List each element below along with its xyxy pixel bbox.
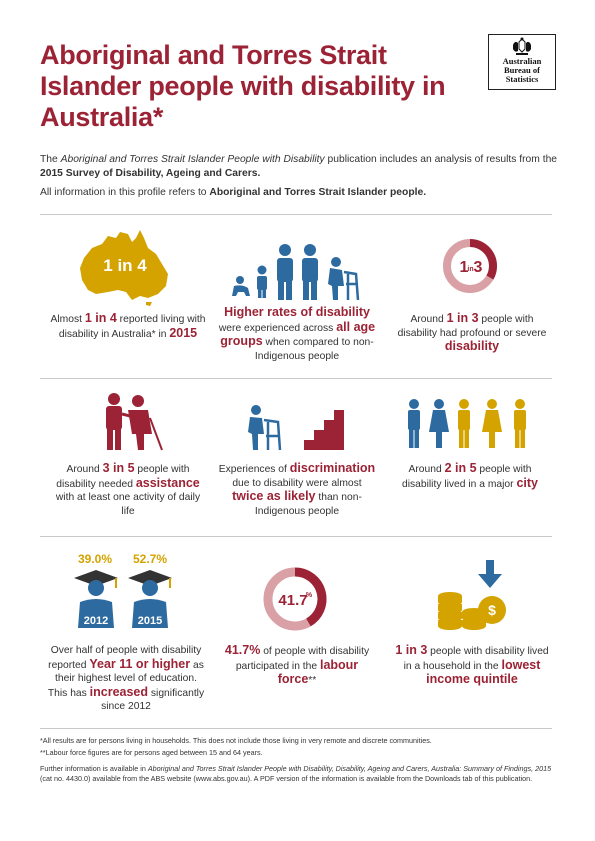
ring-label-3: 3 (474, 259, 483, 276)
stat-highlight: lowest income quintile (426, 657, 541, 686)
stat-highlight: Higher rates of disability (224, 305, 370, 319)
stat-highlight: disability (444, 339, 500, 353)
logo-line-1: Australian (502, 56, 542, 66)
stat-age-groups: Higher rates of disability were experien… (217, 305, 377, 363)
two-in-five-people-icon (408, 399, 526, 448)
ring-fill (469, 239, 497, 280)
intro-text: publication includes an analysis of resu… (324, 154, 558, 165)
australia-map-icon: 1 in 4 (80, 230, 168, 306)
dollar-icon: $ (488, 602, 496, 618)
stat-text: Experiences of (218, 464, 290, 475)
coat-of-arms-icon (513, 37, 531, 55)
stat-text: significantly since 2012 (101, 687, 205, 713)
walker-stairs-icon (248, 405, 344, 451)
divider (40, 214, 552, 215)
stat-text: than non-Indigenous people (254, 492, 362, 517)
stat-text: with at least one activity of daily life (55, 492, 201, 517)
stat-highlight: 41.7% (224, 643, 261, 657)
assistance-icon (106, 393, 163, 451)
stat-highlight: 1 in 3 (395, 643, 428, 657)
stat-highlight: labour force (277, 657, 359, 686)
age-groups-icon (232, 244, 360, 300)
ring-label: 41.7 (278, 592, 307, 609)
stat-highlight: discrimination (289, 461, 376, 475)
footnote-publication: Aboriginal and Torres Strait Islander Pe… (147, 764, 552, 773)
ring-label-1: 1 (460, 259, 469, 276)
logo-line-3: Statistics (505, 74, 539, 84)
ring-label-percent: % (306, 592, 313, 599)
footnote-text: Further information is available in (40, 764, 148, 773)
divider (40, 728, 552, 729)
stat-text: ** (308, 675, 317, 686)
stat-text: Around (410, 314, 447, 325)
stat-highlight: assistance (135, 475, 200, 490)
footnote-text: (cat no. 4430.0) available from the ABS … (40, 774, 533, 783)
year-2015: 2015 (138, 615, 162, 627)
stat-highlight: 2015 (169, 325, 198, 340)
footnote-households: *All results are for persons living in h… (40, 736, 432, 745)
intro-text: The (40, 154, 61, 165)
scope-paragraph: All information in this profile refers t… (40, 186, 560, 200)
ring-label-in: in (467, 266, 473, 273)
stat-major-city: Around 2 in 5 people with disability liv… (390, 461, 550, 491)
stat-text: people with disability had profound or s… (397, 314, 547, 339)
stat-prevalence: Almost 1 in 4 reported living with disab… (48, 311, 208, 341)
stat-highlight: 2 in 5 (444, 461, 477, 475)
stat-text: due to disability were almost (232, 477, 362, 489)
stat-text: people with disability lived in a househ… (403, 646, 549, 672)
stat-text: reported living with disability in Austr… (58, 314, 206, 340)
stat-text: Around (408, 464, 445, 475)
down-arrow-icon (478, 560, 502, 588)
graduate-2015 (128, 570, 172, 628)
stat-highlight: twice as likely (232, 489, 316, 503)
scope-emphasis: Aboriginal and Torres Strait Islander pe… (209, 187, 427, 198)
stat-text: Almost (50, 314, 85, 325)
edu-pct-2015: 52.7% (133, 552, 168, 566)
stat-text: when compared to non-Indigenous people (254, 337, 374, 362)
stat-text: Around (66, 464, 103, 475)
footnote-labour-force: **Labour force figures are for persons a… (40, 748, 263, 757)
stat-text: Over half of people with disability repo… (48, 645, 202, 671)
coins-down-arrow-icon: $ (438, 560, 506, 630)
stat-text: people with disability needed (56, 464, 190, 490)
stat-text: were experienced across (218, 322, 337, 334)
stat-severe-disability: Around 1 in 3 people with disability had… (392, 311, 552, 355)
stat-text: as their highest level of education. Thi… (47, 659, 204, 699)
intro-paragraph: The Aboriginal and Torres Strait Islande… (40, 153, 560, 181)
stat-discrimination: Experiences of discrimination due to dis… (217, 461, 377, 518)
divider (40, 378, 552, 379)
publication-title: Aboriginal and Torres Strait Islander Pe… (60, 154, 325, 165)
logo-line-2: Bureau of (504, 65, 540, 75)
labour-force-ring: 41.7 % (263, 567, 327, 631)
divider (40, 536, 552, 537)
stat-education: Over half of people with disability repo… (46, 644, 206, 714)
stat-highlight: city (516, 475, 538, 490)
stat-text: of people with disability participated i… (235, 646, 370, 672)
one-in-three-ring: 1 in 3 (443, 239, 497, 293)
stat-labour-force: 41.7% of people with disability particip… (217, 643, 377, 688)
stat-highlight: Year 11 or higher (89, 656, 191, 671)
abs-logo: Australian Bureau of Statistics (488, 34, 556, 90)
graduate-2012 (74, 570, 118, 628)
stat-highlight: 1 in 4 (84, 311, 117, 325)
page-title: Aboriginal and Torres Strait Islander pe… (40, 40, 446, 132)
graduates-icon: 2012 2015 (74, 570, 172, 628)
year-2012: 2012 (84, 615, 108, 627)
footnote-further-info: Further information is available in Abor… (40, 764, 560, 784)
scope-text: All information in this profile refers t… (40, 187, 210, 198)
stat-highlight: all age groups (220, 319, 376, 348)
survey-name: 2015 Survey of Disability, Ageing and Ca… (40, 168, 261, 179)
map-label: 1 in 4 (103, 256, 147, 275)
stat-low-income: 1 in 3 people with disability lived in a… (392, 643, 552, 688)
ring-fill (294, 567, 327, 627)
stat-highlight: 3 in 5 (102, 461, 135, 475)
stat-text: people with disability lived in a major (401, 464, 532, 490)
edu-pct-2012: 39.0% (78, 552, 113, 566)
stat-highlight: 1 in 3 (446, 311, 479, 325)
stat-highlight: increased (89, 684, 149, 699)
stat-assistance: Around 3 in 5 people with disability nee… (48, 461, 208, 518)
